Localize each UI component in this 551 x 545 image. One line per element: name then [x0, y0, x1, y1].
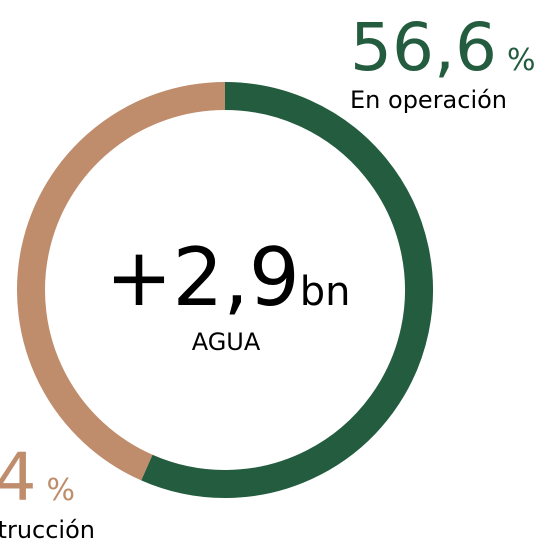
center-value: +2,9bn	[105, 231, 350, 324]
value-unit: %	[46, 473, 75, 508]
labels: 56,6%En operación43,4%En construcción	[0, 9, 535, 544]
value-number: 43,4	[0, 439, 36, 516]
donut	[17, 82, 433, 498]
donut-segment	[17, 82, 226, 481]
donut-segment	[141, 82, 433, 498]
value-label: 56,6%	[350, 9, 535, 86]
center-label: +2,9	[105, 231, 299, 324]
value-label: 43,4%	[0, 439, 75, 516]
value-number: 56,6	[350, 9, 497, 86]
center-caption: AGUA	[192, 328, 261, 356]
category-label: En operación	[350, 86, 507, 114]
category-label: En construcción	[0, 516, 95, 544]
center-unit: bn	[300, 269, 351, 315]
value-unit: %	[507, 43, 536, 78]
